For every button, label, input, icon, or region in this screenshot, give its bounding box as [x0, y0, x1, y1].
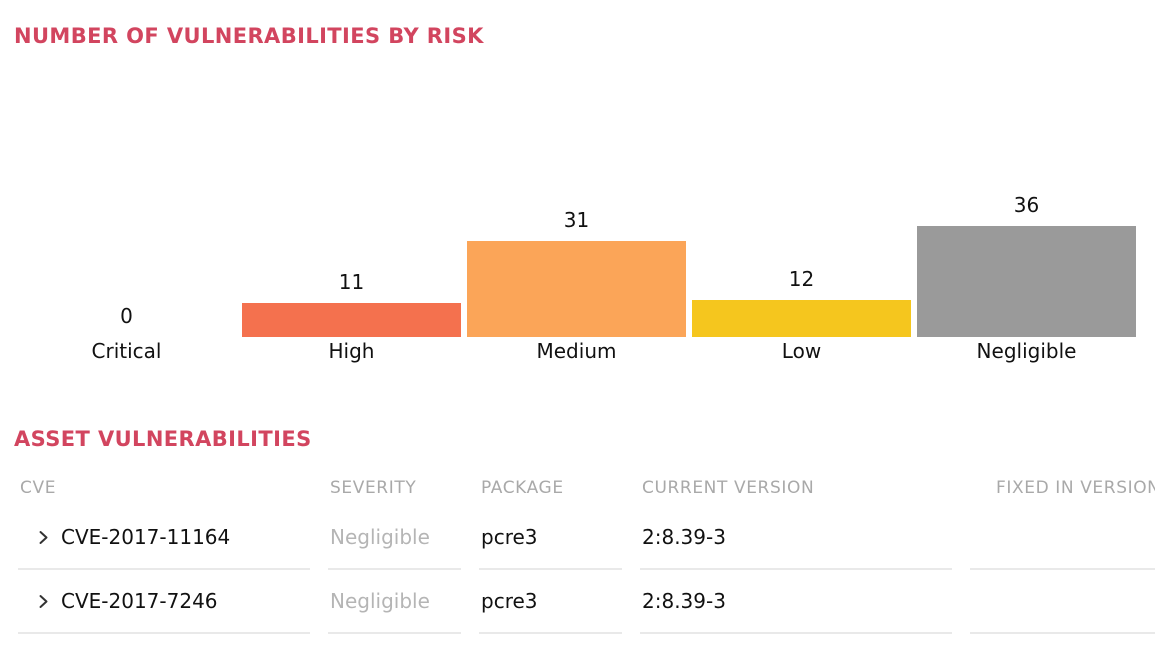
severity-value: Negligible: [328, 506, 461, 570]
bar-value-high: 11: [338, 270, 365, 294]
expand-chevron-icon[interactable]: [38, 530, 49, 545]
package-value: pcre3: [479, 570, 622, 634]
column-header-current-version: CURRENT VERSION: [642, 478, 815, 498]
package-value: pcre3: [479, 506, 622, 570]
cve-id: CVE-2017-7246: [61, 589, 218, 613]
bar-value-critical: 0: [120, 304, 133, 328]
table-row: CVE-2017-7246 Negligible pcre3 2:8.39-3: [18, 570, 1155, 634]
bar-medium: [467, 241, 686, 337]
bar-label-high: High: [328, 339, 375, 363]
chart-column-critical: 0 Critical: [17, 302, 236, 365]
column-header-package: PACKAGE: [481, 478, 564, 498]
expand-chevron-icon[interactable]: [38, 594, 49, 609]
bar-label-low: Low: [781, 339, 822, 363]
fixed-in-version-value: [970, 570, 1155, 634]
column-header-fixed-in-version: FIXED IN VERSION: [996, 478, 1155, 498]
bar-label-negligible: Negligible: [976, 339, 1077, 363]
bar-label-medium: Medium: [536, 339, 617, 363]
column-header-severity: SEVERITY: [330, 478, 417, 498]
asset-vulnerabilities-table: CVE SEVERITY PACKAGE CURRENT VERSION FIX…: [0, 470, 1155, 634]
current-version-value: 2:8.39-3: [640, 570, 952, 634]
bar-low: [692, 300, 911, 337]
current-version-value: 2:8.39-3: [640, 506, 952, 570]
chart-title: NUMBER OF VULNERABILITIES BY RISK: [14, 24, 484, 48]
severity-value: Negligible: [328, 570, 461, 634]
table-title: ASSET VULNERABILITIES: [14, 427, 312, 451]
chart-column-negligible: 36 Negligible: [917, 191, 1136, 365]
bar-negligible: [917, 226, 1136, 337]
chart-column-medium: 31 Medium: [467, 206, 686, 365]
vulnerabilities-bar-chart: 0 Critical 11 High 31 Medium 12 Low 36 N…: [17, 49, 1136, 365]
bar-value-low: 12: [788, 267, 815, 291]
column-header-cve: CVE: [20, 478, 57, 498]
chart-column-high: 11 High: [242, 268, 461, 365]
bar-value-negligible: 36: [1013, 193, 1040, 217]
bar-label-critical: Critical: [91, 339, 162, 363]
cve-id: CVE-2017-11164: [61, 525, 231, 549]
bar-high: [242, 303, 461, 337]
fixed-in-version-value: [970, 506, 1155, 570]
chart-column-low: 12 Low: [692, 265, 911, 365]
bar-value-medium: 31: [563, 208, 590, 232]
table-header-row: CVE SEVERITY PACKAGE CURRENT VERSION FIX…: [18, 470, 1155, 506]
table-row: CVE-2017-11164 Negligible pcre3 2:8.39-3: [18, 506, 1155, 570]
